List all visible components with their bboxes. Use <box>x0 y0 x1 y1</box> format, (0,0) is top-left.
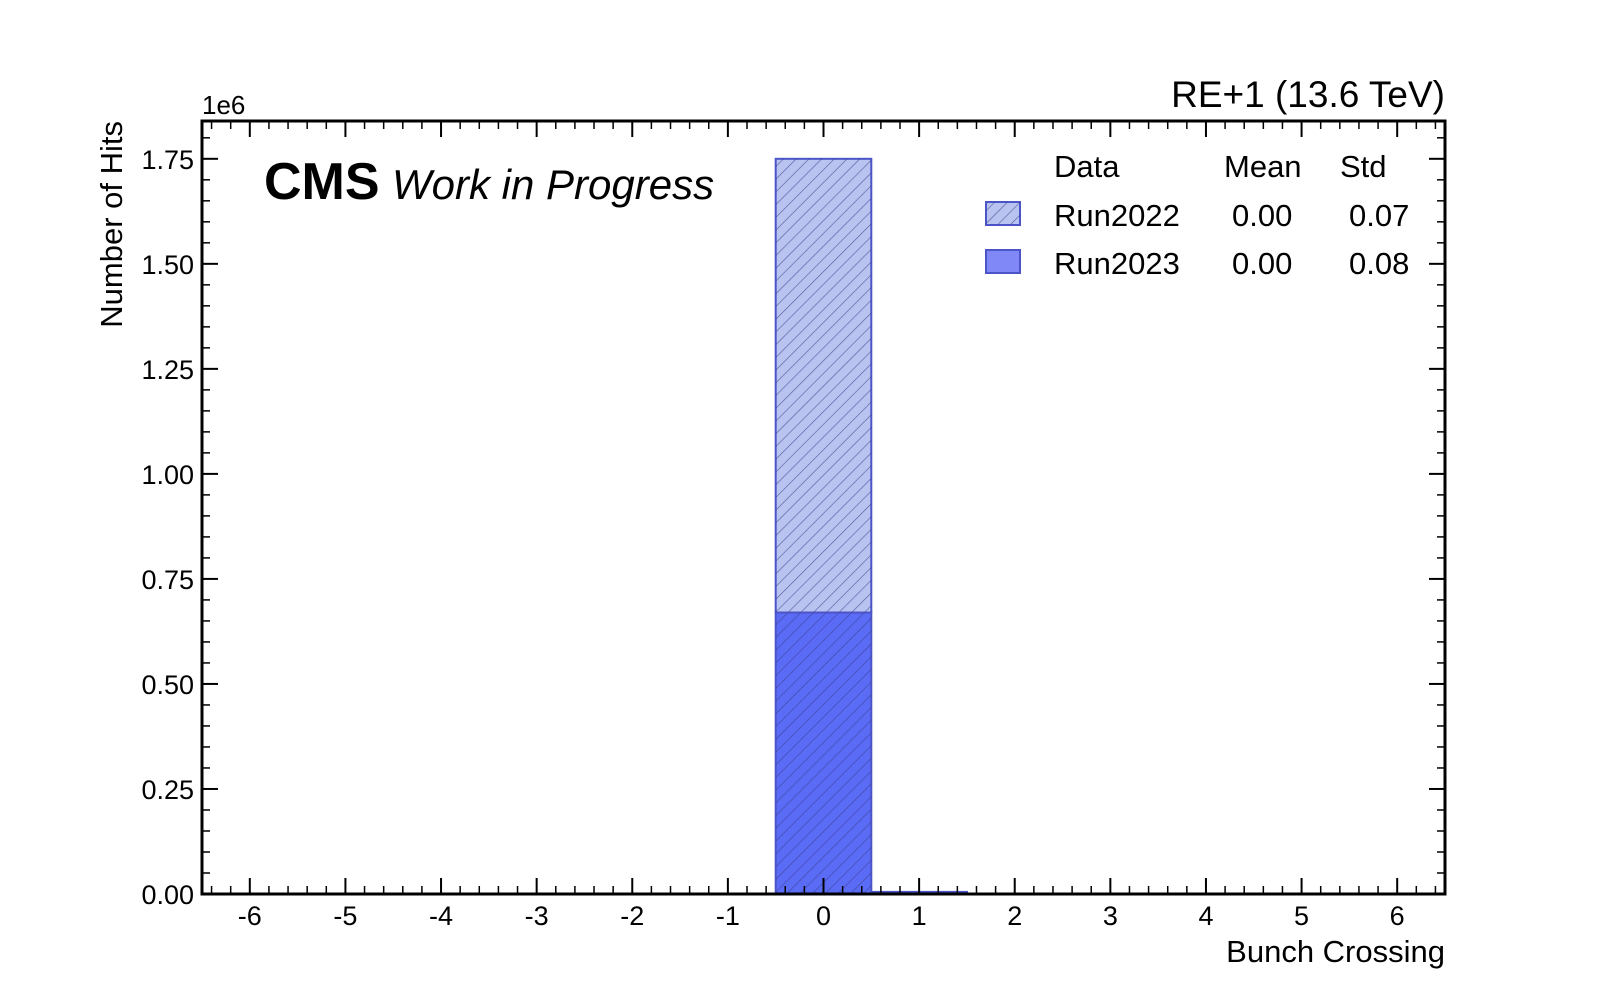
bar-run2023-bx0-hatch <box>775 612 872 894</box>
legend-header-data: Data <box>1054 149 1120 184</box>
x-tick-label: -3 <box>525 901 549 931</box>
legend-header-mean: Mean <box>1224 149 1302 184</box>
x-tick-label: 0 <box>816 901 831 931</box>
y-multiplier: 1e6 <box>202 90 245 120</box>
x-tick-label: 2 <box>1007 901 1022 931</box>
x-tick-label: 1 <box>912 901 927 931</box>
y-tick-label: 0.00 <box>141 880 194 910</box>
y-tick-label: 0.75 <box>141 565 194 595</box>
chart-title: RE+1 (13.6 TeV) <box>1171 74 1445 115</box>
x-tick-label: -6 <box>238 901 262 931</box>
x-tick-label: 6 <box>1390 901 1405 931</box>
status-label: Work in Progress <box>392 161 714 208</box>
legend: Data Mean Std Run2022 0.00 0.07 Run2023 … <box>985 149 1409 281</box>
legend-run2023-name: Run2023 <box>1054 246 1180 281</box>
y-tick-label: 1.00 <box>141 460 194 490</box>
y-tick-label: 0.50 <box>141 670 194 700</box>
cms-label: CMS <box>264 153 380 211</box>
y-tick-label: 0.25 <box>141 775 194 805</box>
histogram-bars <box>774 157 968 896</box>
y-axis-label: Number of Hits <box>94 121 129 328</box>
legend-header-std: Std <box>1340 149 1387 184</box>
legend-run2022-name: Run2022 <box>1054 198 1180 233</box>
legend-run2022-mean: 0.00 <box>1232 198 1292 233</box>
x-tick-label: -1 <box>716 901 740 931</box>
legend-run2023-mean: 0.00 <box>1232 246 1292 281</box>
axis-ticks: -6 -5 -4 -3 -2 -1 0 1 2 3 4 5 6 0.00 0.25 0.50 0.75 1.00 1… <box>141 121 1445 931</box>
x-tick-label: -4 <box>429 901 453 931</box>
y-tick-label: 1.25 <box>141 355 194 385</box>
x-tick-label: 5 <box>1294 901 1309 931</box>
x-tick-label: -5 <box>333 901 357 931</box>
legend-swatch-run2023 <box>985 249 1021 274</box>
x-axis-label: Bunch Crossing <box>1226 934 1445 969</box>
x-tick-label: -2 <box>620 901 644 931</box>
y-tick-label: 1.75 <box>141 145 194 175</box>
bar-run2022-bx0-hatch <box>775 158 872 613</box>
x-tick-label: 3 <box>1103 901 1118 931</box>
x-tick-label: 4 <box>1198 901 1213 931</box>
legend-run2023-std: 0.08 <box>1349 246 1409 281</box>
legend-swatch-run2022-hatch <box>986 202 1020 225</box>
legend-run2022-std: 0.07 <box>1349 198 1409 233</box>
y-tick-label: 1.50 <box>141 250 194 280</box>
